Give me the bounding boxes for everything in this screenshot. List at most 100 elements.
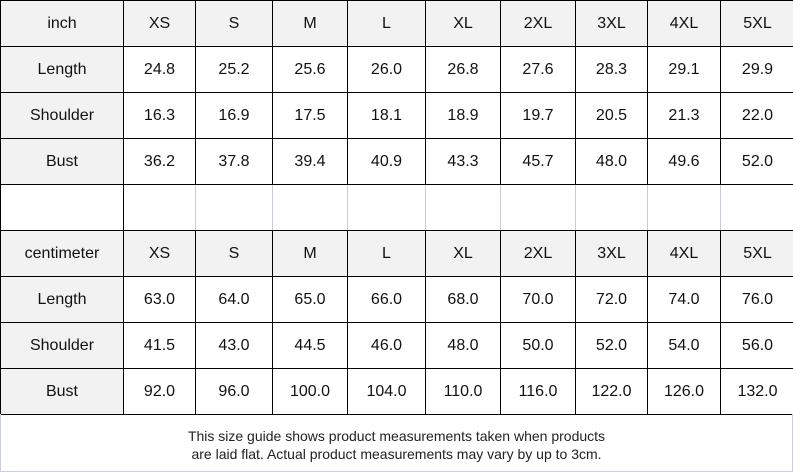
measurement-value: 25.2 [195,46,273,93]
measurement-value: 100.0 [272,368,348,415]
size-header: S [195,0,273,47]
measurement-label: Length [0,276,124,323]
measurement-value: 52.0 [720,138,793,185]
measurement-value: 68.0 [425,276,501,323]
measurement-value: 76.0 [720,276,793,323]
empty-cell [575,184,648,231]
size-header: 3XL [575,0,648,47]
size-chart-table: inch XS S M L XL 2XL 3XL 4XL 5XL Length 24.8 25.2 25.… [0,0,793,415]
measurement-value: 16.3 [123,92,196,139]
empty-cell [123,184,196,231]
size-header: XS [123,0,196,47]
size-header: 5XL [720,230,793,277]
table-row: Bust 92.0 96.0 100.0 104.0 110.0 116.0 122.0 126… [0,368,793,415]
measurement-value: 50.0 [500,322,576,369]
measurement-value: 43.0 [195,322,273,369]
measurement-value: 70.0 [500,276,576,323]
unit-label: centimeter [0,230,124,277]
empty-cell [0,184,124,231]
size-header: 5XL [720,0,793,47]
measurement-value: 52.0 [575,322,648,369]
table-row: Length 63.0 64.0 65.0 66.0 68.0 70.0 72.0 74.0 76… [0,276,793,323]
measurement-value: 92.0 [123,368,196,415]
measurement-value: 18.1 [347,92,426,139]
measurement-value: 44.5 [272,322,348,369]
measurement-value: 39.4 [272,138,348,185]
empty-cell [347,184,426,231]
measurement-value: 19.7 [500,92,576,139]
measurement-value: 56.0 [720,322,793,369]
empty-cell [195,184,273,231]
empty-cell [500,184,576,231]
measurement-value: 24.8 [123,46,196,93]
size-header: XL [425,230,501,277]
size-header: 4XL [647,230,721,277]
measurement-value: 22.0 [720,92,793,139]
unit-label: inch [0,0,124,47]
table-row: Shoulder 16.3 16.9 17.5 18.1 18.9 19.7 20.5 21.3… [0,92,793,139]
measurement-value: 48.0 [425,322,501,369]
empty-cell [647,184,721,231]
measurement-value: 54.0 [647,322,721,369]
measurement-value: 28.3 [575,46,648,93]
measurement-value: 40.9 [347,138,426,185]
size-guide-note: This size guide shows product measuremen… [0,414,793,472]
measurement-value: 37.8 [195,138,273,185]
measurement-value: 48.0 [575,138,648,185]
empty-cell [425,184,501,231]
measurement-value: 27.6 [500,46,576,93]
measurement-value: 36.2 [123,138,196,185]
measurement-value: 64.0 [195,276,273,323]
measurement-label: Shoulder [0,92,124,139]
measurement-value: 66.0 [347,276,426,323]
measurement-value: 45.7 [500,138,576,185]
measurement-value: 72.0 [575,276,648,323]
measurement-value: 49.6 [647,138,721,185]
measurement-value: 46.0 [347,322,426,369]
measurement-value: 96.0 [195,368,273,415]
measurement-value: 21.3 [647,92,721,139]
size-header: M [272,230,348,277]
measurement-label: Shoulder [0,322,124,369]
measurement-value: 26.8 [425,46,501,93]
measurement-value: 110.0 [425,368,501,415]
size-header: L [347,0,426,47]
measurement-value: 17.5 [272,92,348,139]
spacer-row [0,184,793,231]
note-line-1: This size guide shows product measuremen… [187,428,606,444]
measurement-value: 20.5 [575,92,648,139]
size-header: XS [123,230,196,277]
measurement-label: Bust [0,138,124,185]
measurement-value: 116.0 [500,368,576,415]
size-header: M [272,0,348,47]
size-header: XL [425,0,501,47]
measurement-value: 122.0 [575,368,648,415]
measurement-value: 65.0 [272,276,348,323]
note-line-2: are laid flat. Actual product measuremen… [191,446,602,462]
measurement-value: 26.0 [347,46,426,93]
inch-header-row: inch XS S M L XL 2XL 3XL 4XL 5XL [0,0,793,47]
table-row: Length 24.8 25.2 25.6 26.0 26.8 27.6 28.3 29.1 29… [0,46,793,93]
measurement-value: 25.6 [272,46,348,93]
measurement-value: 132.0 [720,368,793,415]
size-header: 2XL [500,230,576,277]
table-row: Shoulder 41.5 43.0 44.5 46.0 48.0 50.0 52.0 54.0… [0,322,793,369]
measurement-value: 29.9 [720,46,793,93]
cm-header-row: centimeter XS S M L XL 2XL 3XL 4XL 5XL [0,230,793,277]
measurement-value: 126.0 [647,368,721,415]
size-header: 4XL [647,0,721,47]
measurement-value: 16.9 [195,92,273,139]
measurement-value: 41.5 [123,322,196,369]
measurement-value: 29.1 [647,46,721,93]
measurement-label: Bust [0,368,124,415]
measurement-value: 43.3 [425,138,501,185]
measurement-value: 104.0 [347,368,426,415]
size-header: 3XL [575,230,648,277]
measurement-value: 74.0 [647,276,721,323]
measurement-value: 63.0 [123,276,196,323]
size-header: 2XL [500,0,576,47]
empty-cell [272,184,348,231]
table-row: Bust 36.2 37.8 39.4 40.9 43.3 45.7 48.0 49.6 52.0 [0,138,793,185]
measurement-value: 18.9 [425,92,501,139]
measurement-label: Length [0,46,124,93]
